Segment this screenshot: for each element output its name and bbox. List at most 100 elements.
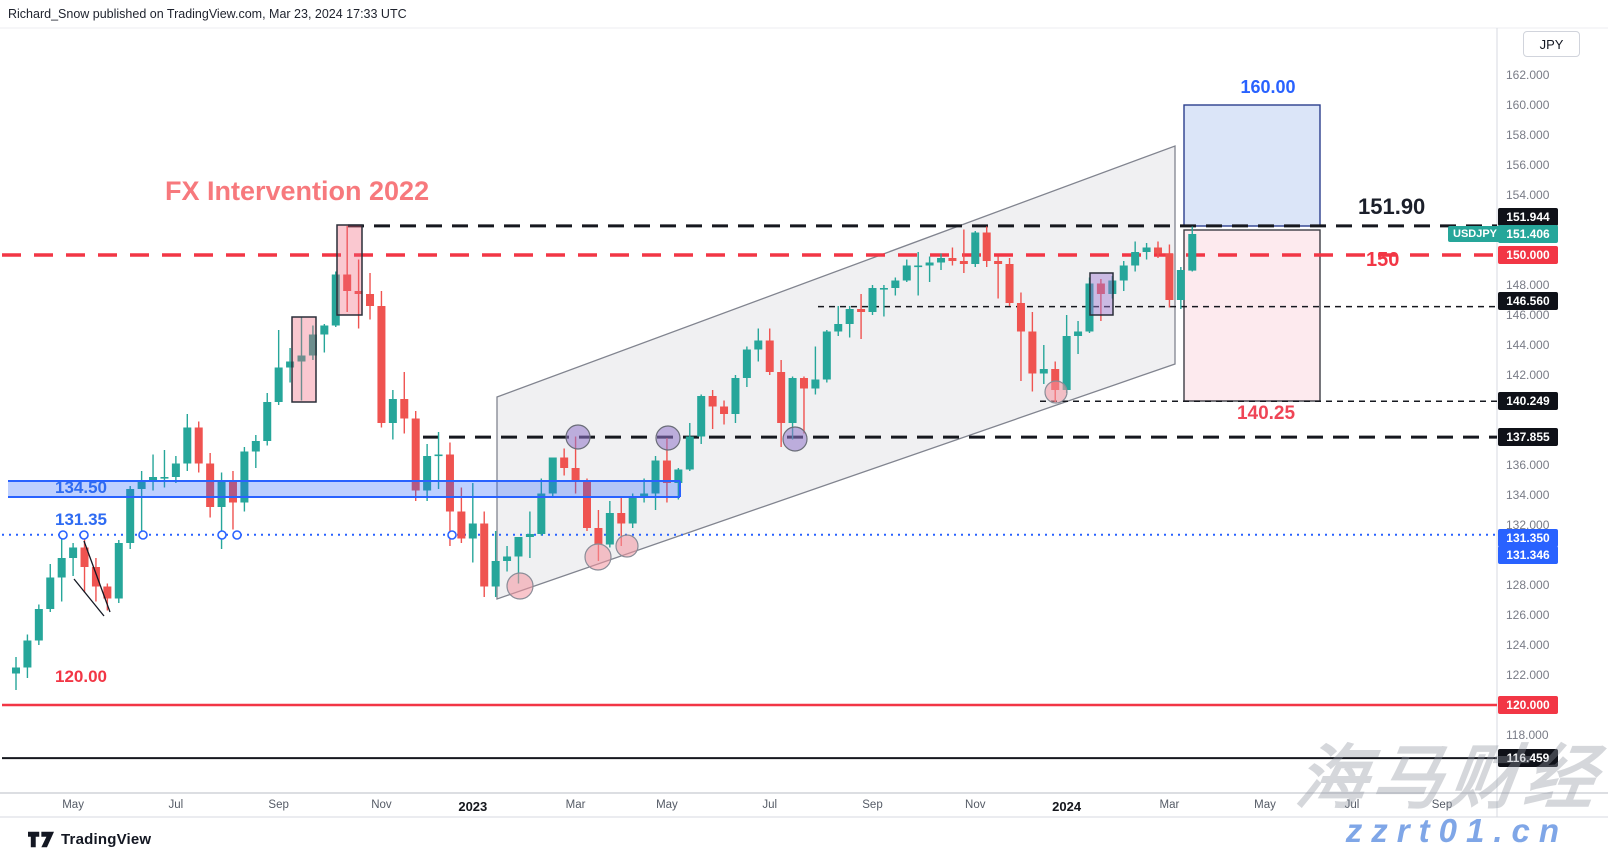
- price-tick: 132.000: [1506, 518, 1550, 532]
- candle-down: [103, 586, 112, 599]
- candle-down: [354, 291, 363, 294]
- candle-up: [1119, 265, 1128, 281]
- candle-down: [708, 396, 717, 407]
- candle-down: [1165, 253, 1174, 300]
- candle-up: [503, 556, 512, 561]
- time-label-month: Sep: [1431, 799, 1453, 811]
- candle-up: [297, 355, 306, 362]
- candle-up: [171, 463, 180, 477]
- price-tick: 162.000: [1506, 68, 1550, 82]
- price-tick: 154.000: [1506, 188, 1550, 202]
- price-badge: 137.855: [1498, 428, 1558, 446]
- time-label-month: Sep: [862, 799, 883, 811]
- candle-up: [971, 232, 980, 264]
- candle-up: [868, 288, 877, 312]
- candle-down: [959, 261, 968, 264]
- candle-up: [149, 477, 158, 480]
- time-label-month: May: [656, 799, 678, 811]
- price-tick: 128.000: [1506, 578, 1550, 592]
- candle-up: [114, 543, 123, 599]
- event-circle: [655, 425, 681, 451]
- candle-down: [777, 372, 786, 423]
- candle-up: [754, 340, 763, 350]
- candle-down: [560, 457, 569, 468]
- time-label-month: May: [1254, 799, 1276, 811]
- line-anchor-point: [138, 530, 148, 540]
- line-anchor-point: [79, 530, 89, 540]
- candle-up: [685, 436, 694, 470]
- candle-up: [628, 498, 637, 524]
- price-tick: 134.000: [1506, 488, 1550, 502]
- time-label-month: Nov: [965, 799, 986, 811]
- candle-up: [788, 378, 797, 423]
- candle-down: [1051, 369, 1060, 390]
- price-tick: 136.000: [1506, 458, 1550, 472]
- candle-down: [583, 480, 591, 528]
- price-badge: 146.560: [1498, 292, 1558, 310]
- line-anchor-point: [232, 530, 242, 540]
- time-axis[interactable]: May Jul Sep Nov 2023 Mar May Jul Sep Nov 2024 Mar Ma…: [0, 793, 1497, 817]
- candle-down: [377, 306, 386, 423]
- candle-up: [1131, 252, 1140, 266]
- candle-down: [480, 523, 489, 587]
- event-circle: [506, 572, 534, 600]
- time-label-month: Jul: [168, 799, 184, 811]
- price-tick: 142.000: [1506, 368, 1550, 382]
- candle-down: [720, 406, 729, 414]
- chart-title: Richard_Snow published on TradingView.co…: [8, 7, 407, 21]
- candle-down: [765, 340, 774, 372]
- candle-up: [434, 454, 443, 457]
- candle-down: [857, 309, 866, 312]
- candle-up: [468, 523, 477, 539]
- candle-down: [400, 399, 409, 419]
- candle-up: [137, 480, 146, 489]
- candle-up: [57, 558, 66, 578]
- candle-down: [194, 427, 203, 464]
- candle-up: [1176, 270, 1185, 300]
- candle-up: [674, 469, 683, 483]
- line-anchor-point: [447, 530, 457, 540]
- candle-down: [1016, 303, 1025, 332]
- event-circle: [615, 534, 639, 558]
- candle-down: [366, 294, 375, 306]
- candle-down: [80, 547, 89, 567]
- candle-up: [263, 402, 272, 441]
- candle-up: [46, 577, 55, 609]
- candle-up: [69, 547, 78, 558]
- price-badge: 151.944: [1498, 208, 1558, 226]
- candle-up: [274, 367, 283, 402]
- price-tick: 126.000: [1506, 608, 1550, 622]
- candle-down: [994, 261, 1003, 264]
- time-label-month: Jul: [762, 799, 778, 811]
- time-label-month: Jul: [1344, 799, 1360, 811]
- candle-up: [537, 493, 546, 534]
- candle-up: [514, 537, 523, 557]
- symbol-price-label: USDJPY: [1448, 226, 1503, 242]
- flag-trendline: [73, 578, 105, 617]
- price-axis[interactable]: JPY 162.000 160.000 158.000 156.000 154.000 1…: [1497, 28, 1608, 817]
- candle-down: [571, 468, 580, 480]
- candle-up: [651, 460, 660, 494]
- price-tick: 156.000: [1506, 158, 1550, 172]
- candle-up: [640, 493, 649, 498]
- event-circle: [782, 426, 808, 452]
- price-badge: 131.346: [1498, 546, 1558, 564]
- candle-up: [1062, 336, 1071, 390]
- intervention-2: [336, 224, 363, 316]
- tradingview-branding[interactable]: TradingView: [28, 831, 151, 848]
- candle-up: [811, 379, 820, 389]
- price-tick: 158.000: [1506, 128, 1550, 142]
- time-label-month: Mar: [565, 799, 586, 811]
- candle-up: [834, 324, 843, 332]
- line-anchor-point: [217, 530, 227, 540]
- price-badge: 140.249: [1498, 392, 1558, 410]
- line-anchor-point: [58, 530, 68, 540]
- support-band-134-50: [8, 481, 680, 497]
- price-tick: 144.000: [1506, 338, 1550, 352]
- candle-down: [617, 513, 626, 524]
- candle-up: [423, 456, 432, 491]
- currency-toggle-jpy[interactable]: JPY: [1523, 31, 1580, 57]
- price-badge: 116.459: [1498, 749, 1558, 767]
